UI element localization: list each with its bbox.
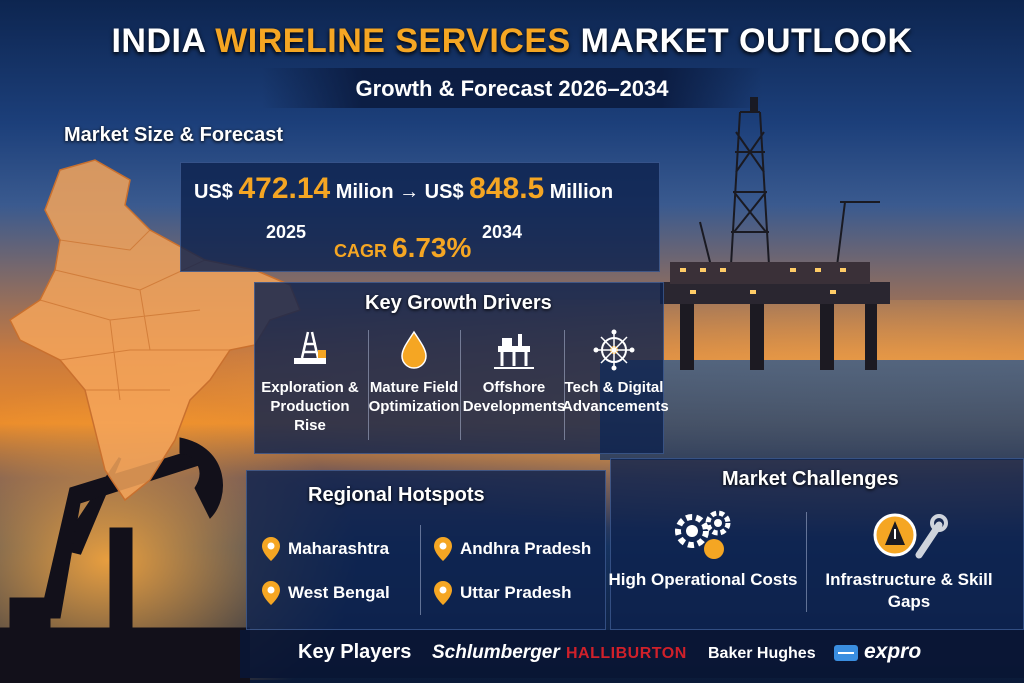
drill-rig-icon: [294, 331, 326, 364]
hotspot-label: Andhra Pradesh: [460, 539, 592, 558]
cagr-value: 6.73%: [392, 232, 472, 263]
challenge-costs: High Operational Costs: [608, 505, 798, 591]
market-size-header: Market Size & Forecast: [64, 124, 283, 146]
title-part1: INDIA: [111, 22, 216, 60]
driver-label: Mature Field Optimization: [368, 379, 460, 415]
gears-icon: [675, 510, 731, 559]
regional-hotspots-header: Regional Hotspots: [308, 484, 485, 506]
logo-baker-hughes: Baker Hughes: [708, 645, 816, 662]
value-2034: 848.5: [469, 172, 545, 205]
driver-tech: Tech & Digital Advancements: [562, 328, 669, 416]
driver-offshore: Offshore Developments: [462, 328, 566, 416]
subtitle-band: [262, 68, 762, 108]
india-map: [9, 159, 301, 502]
regional-hotspots-panel: [246, 470, 606, 630]
pumpjack-illustration: [0, 437, 250, 683]
map-pin-icon: [434, 537, 452, 561]
title-part2: MARKET OUTLOOK: [570, 22, 913, 60]
challenge-infrastructure: Infrastructure & Skill Gaps: [814, 505, 1004, 613]
unit-arrow-label: Milion → US$: [330, 181, 470, 203]
sea: [600, 360, 1024, 460]
divider: [368, 330, 369, 440]
warning-wrench-icon: [873, 513, 948, 559]
cagr: CAGR 6.73%: [334, 232, 471, 264]
unit-label: Million: [544, 181, 614, 203]
hotspot-label: Uttar Pradesh: [460, 583, 572, 602]
hotspot-label: Maharashtra: [288, 539, 390, 558]
driver-label: Offshore Developments: [462, 379, 566, 415]
year-end: 2034: [482, 222, 523, 242]
logo-schlumberger: Schlumberger: [432, 642, 560, 663]
hotspot-andhra-pradesh: Andhra Pradesh: [432, 536, 591, 562]
map-pin-icon: [262, 581, 280, 605]
key-players-label: Key Players: [298, 641, 412, 663]
subtitle: Growth & Forecast 2026–2034: [355, 76, 669, 101]
page-title: INDIA WIRELINE SERVICES MARKET OUTLOOK: [0, 22, 1024, 61]
growth-drivers-header: Key Growth Drivers: [365, 292, 552, 314]
title-highlight: WIRELINE SERVICES: [215, 22, 571, 60]
offshore-platform-icon: [494, 334, 534, 369]
oil-drop-icon: [401, 330, 427, 369]
divider: [564, 330, 565, 440]
hotspot-uttar-pradesh: Uttar Pradesh: [432, 580, 571, 606]
market-challenges-header: Market Challenges: [722, 468, 899, 490]
market-size-panel: [180, 162, 660, 272]
market-size-forecast: US$ 472.14 Milion → US$ 848.5 Million: [194, 172, 613, 206]
divider: [420, 525, 421, 615]
hotspot-west-bengal: West Bengal: [260, 580, 390, 606]
driver-mature-field: Mature Field Optimization: [362, 328, 466, 416]
growth-drivers-panel: [254, 282, 664, 454]
divider: [806, 512, 807, 612]
driver-exploration: Exploration & Production Rise: [258, 328, 362, 435]
logo-halliburton: HALLIBURTON: [566, 645, 687, 662]
offshore-rig-illustration: [660, 97, 890, 370]
year-start: 2025: [266, 222, 307, 242]
driver-label: Tech & Digital Advancements: [562, 379, 669, 415]
value-2025: 472.14: [238, 172, 331, 205]
map-pin-icon: [434, 581, 452, 605]
driver-label: Exploration & Production Rise: [261, 379, 359, 434]
digital-network-icon: [593, 329, 635, 371]
logo-expro: expro: [864, 640, 922, 663]
cagr-label: CAGR: [334, 241, 392, 261]
currency-label: US$: [194, 181, 239, 203]
divider: [460, 330, 461, 440]
challenge-label: Infrastructure & Skill Gaps: [825, 570, 993, 611]
hotspot-label: West Bengal: [288, 583, 390, 602]
challenge-label: High Operational Costs: [608, 570, 798, 589]
map-pin-icon: [262, 537, 280, 561]
expro-logo-icon: [834, 645, 858, 661]
key-players-bar: [240, 630, 1024, 678]
hotspot-maharashtra: Maharashtra: [260, 536, 389, 562]
market-challenges-panel: [610, 458, 1024, 630]
